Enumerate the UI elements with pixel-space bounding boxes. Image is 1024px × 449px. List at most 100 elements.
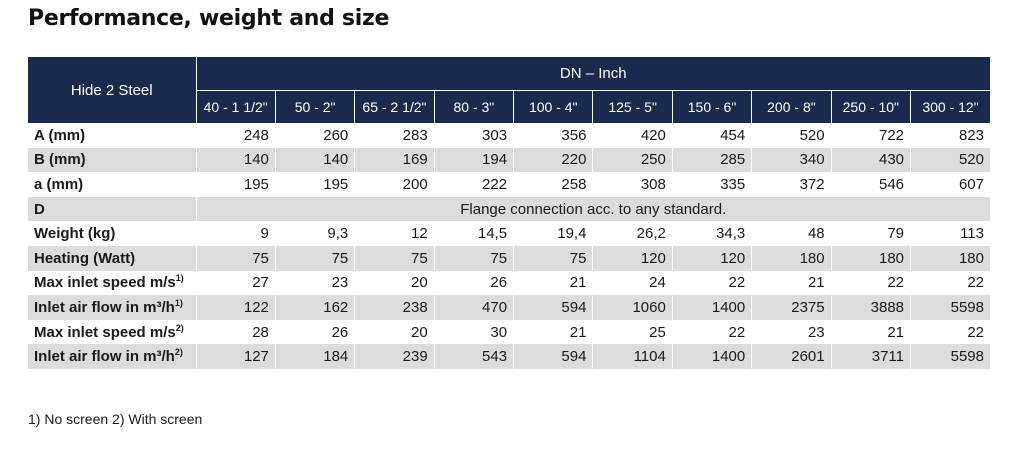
table-cell: 25 [592,319,673,345]
table-cell: 607 [910,172,990,197]
table-row: Inlet air flow in m³/h1) 122 162 238 470 594 1… [28,295,990,320]
table-cell: 34,3 [671,221,752,246]
flange-note: Flange connection acc. to any standard. [195,196,990,222]
table-cell: 19,4 [513,221,593,246]
table-cell: 195 [274,172,355,197]
table-cell: 356 [513,123,593,148]
size-header: 300 - 12" [910,90,990,123]
table-cell: 250 [592,147,673,173]
table-group-label: Hide 2 Steel [28,57,197,123]
row-label: Inlet air flow in m³/h2) [28,344,196,369]
table-cell: 14,5 [433,221,514,246]
table-cell: 75 [433,245,514,271]
table-cell: 260 [274,123,355,148]
row-label-text: Max inlet speed m/s [34,323,176,341]
row-label: Max inlet speed m/s1) [28,271,196,296]
table-cell: 308 [592,172,673,197]
table-cell: 140 [195,147,276,173]
table-cell: 258 [513,172,593,197]
row-label-text: D [34,200,45,218]
size-header: 40 - 1 1/2" [195,90,276,123]
table-cell: 26,2 [592,221,673,246]
table-cell: 48 [751,221,832,246]
table-cell: 248 [195,123,276,148]
row-label: D [28,196,196,222]
table-cell: 1400 [671,344,752,369]
table-cell: 22 [830,270,911,296]
table-cell: 22 [671,319,752,345]
row-label-text: B (mm) [34,151,86,169]
table-cell: 162 [274,295,355,320]
row-label-text: Max inlet speed m/s [34,274,176,292]
table-cell: 23 [274,270,355,296]
row-label-text: Inlet air flow in m³/h [34,298,175,316]
table-cell: 238 [354,295,435,320]
table-cell: 180 [910,245,990,271]
table-cell: 75 [274,245,355,271]
table-cell: 122 [195,295,276,320]
row-label: A (mm) [28,123,196,148]
table-cell: 5598 [910,295,990,320]
table-cell: 520 [751,123,832,148]
table-cell: 543 [433,344,514,369]
table-row: Weight (kg) 9 9,3 12 14,5 19,4 26,2 34,3 48 79 113 [28,221,990,246]
size-header: 100 - 4" [513,90,593,123]
footnote: 1) No screen 2) With screen [28,411,203,427]
row-label: Weight (kg) [28,221,196,246]
table-cell: 1060 [592,295,673,320]
table-cell: 285 [671,147,752,173]
table-cell: 335 [671,172,752,197]
table-cell: 303 [433,123,514,148]
table-cell: 184 [274,344,355,369]
table-cell: 239 [354,344,435,369]
table-cell: 222 [433,172,514,197]
table-cell: 340 [751,147,832,173]
table-cell: 21 [513,270,593,296]
table-cell: 26 [274,319,355,345]
table-cell: 2601 [751,344,832,369]
size-header: 250 - 10" [830,90,911,123]
footnote-marker: 2) [175,322,184,333]
table-cell: 194 [433,147,514,173]
table-cell: 12 [354,221,435,246]
table-cell: 75 [354,245,435,271]
row-label: Max inlet speed m/s2) [28,320,196,345]
row-label: a (mm) [28,172,196,197]
table-cell: 195 [195,172,276,197]
table-cell: 75 [513,245,593,271]
size-header: 125 - 5" [592,90,673,123]
table-cell: 200 [354,172,435,197]
table-cell: 22 [910,270,990,296]
table-row: Inlet air flow in m³/h2) 127 184 239 543 594 1… [28,344,990,369]
table-cell: 220 [513,147,593,173]
row-label-text: Weight (kg) [34,225,116,243]
table-cell: 21 [513,319,593,345]
table-row: a (mm) 195 195 200 222 258 308 335 372 546 607 [28,172,990,197]
row-label: Inlet air flow in m³/h1) [28,295,196,320]
size-header: 80 - 3" [433,90,514,123]
table-cell: 21 [751,270,832,296]
table-cell: 1104 [592,344,673,369]
footnote-marker: 2) [174,347,183,358]
table-cell: 372 [751,172,832,197]
table-cell: 23 [751,319,832,345]
table-cell: 3711 [830,344,911,369]
table-cell: 283 [354,123,435,148]
table-cell: 26 [433,270,514,296]
footnote-marker: 1) [174,297,183,308]
table-row: Heating (Watt) 75 75 75 75 75 120 120 180 180 180 [28,245,990,271]
row-label-text: A (mm) [34,126,86,144]
table-cell: 180 [830,245,911,271]
table-cell: 120 [592,245,673,271]
table-cell: 28 [195,319,276,345]
table-cell: 22 [671,270,752,296]
table-cell: 30 [433,319,514,345]
table-row: D Flange connection acc. to any standard. [28,196,990,222]
table-cell: 594 [513,344,593,369]
size-header: 50 - 2" [274,90,355,123]
table-cell: 2375 [751,295,832,320]
table-cell: 454 [671,123,752,148]
spec-table: Hide 2 Steel DN – Inch 40 - 1 1/2" 50 - 2… [28,57,990,369]
table-row: B (mm) 140 140 169 194 220 250 285 340 430 520 [28,147,990,173]
table-cell: 113 [910,221,990,246]
